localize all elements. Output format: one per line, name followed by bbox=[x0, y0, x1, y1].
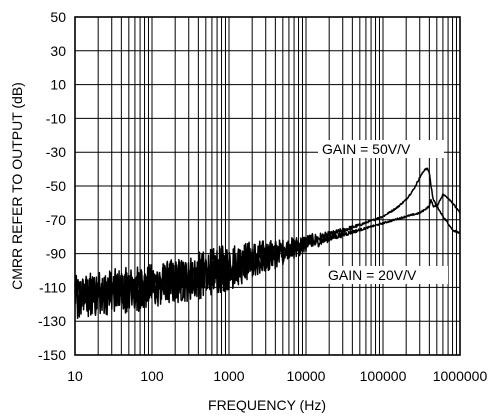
y-tick-label: 50 bbox=[50, 9, 66, 25]
x-tick-label: 100 bbox=[140, 368, 164, 384]
x-tick-label: 100000 bbox=[360, 368, 407, 384]
y-tick-label: -150 bbox=[38, 347, 66, 363]
annotation-gain-20vv: GAIN = 20V/V bbox=[328, 267, 417, 283]
y-tick-label: 10 bbox=[50, 77, 66, 93]
y-tick-label: -70 bbox=[46, 212, 66, 228]
x-tick-label: 10000 bbox=[287, 368, 326, 384]
y-tick-labels: 50 30 10 -10 -30 -50 -70 -90 -110 -130 -150 bbox=[38, 9, 66, 363]
series-group bbox=[74, 167, 461, 320]
y-tick-label: 30 bbox=[50, 43, 66, 59]
x-axis-title: FREQUENCY (Hz) bbox=[208, 397, 326, 413]
y-tick-label: -10 bbox=[46, 110, 66, 126]
x-tick-labels: 10 100 1000 10000 100000 1000000 bbox=[67, 368, 487, 384]
annotation-20vv-background bbox=[324, 266, 448, 284]
x-tick-label: 1000 bbox=[213, 368, 244, 384]
y-tick-label: -110 bbox=[39, 279, 66, 295]
y-tick-label: -30 bbox=[46, 144, 66, 160]
y-tick-label: -130 bbox=[38, 313, 66, 329]
y-tick-label: -50 bbox=[46, 178, 66, 194]
annotation-50vv-background bbox=[318, 140, 444, 158]
x-tick-label: 10 bbox=[67, 368, 83, 384]
y-axis-title: CMRR REFER TO OUTPUT (dB) bbox=[9, 82, 25, 290]
series-line-gain-20vv bbox=[74, 193, 461, 320]
x-tick-label: 1000000 bbox=[433, 368, 488, 384]
grid bbox=[74, 16, 461, 356]
plot-frame bbox=[74, 16, 461, 356]
y-tick-label: -90 bbox=[46, 246, 66, 262]
annotation-gain-50vv: GAIN = 50V/V bbox=[322, 141, 411, 157]
